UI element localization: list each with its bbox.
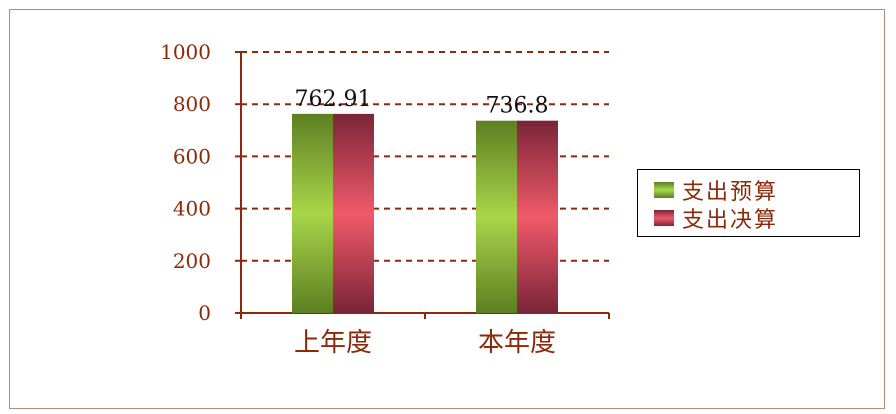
y-tick-label: 400 [173,197,211,221]
x-category-label: 本年度 [478,328,556,358]
legend-swatch-final [654,210,674,226]
y-tick-label: 0 [198,301,211,325]
bar-budget [292,113,333,313]
bars [292,113,558,314]
legend-item-budget: 支出预算 [654,176,779,205]
legend-label-final: 支出决算 [682,208,779,233]
legend-item-final: 支出决算 [654,204,779,233]
y-tick-label: 600 [173,144,211,168]
bar-budget [476,120,517,314]
bar-final [517,120,558,314]
legend-swatch-budget [654,182,674,198]
data-label: 762.91 [295,87,372,112]
y-tick-label: 1000 [160,40,211,64]
x-category-label: 上年度 [294,328,372,358]
bar-final [333,113,374,313]
legend: 支出预算 支出决算 [637,169,860,237]
legend-label-budget: 支出预算 [682,180,779,205]
y-tick-label: 200 [173,249,211,273]
y-tick-label: 800 [173,92,211,116]
data-label: 736.8 [486,94,549,119]
labels: 0 200 400 600 800 1000 上年度 762.91 本年度 736.8 [160,40,556,358]
